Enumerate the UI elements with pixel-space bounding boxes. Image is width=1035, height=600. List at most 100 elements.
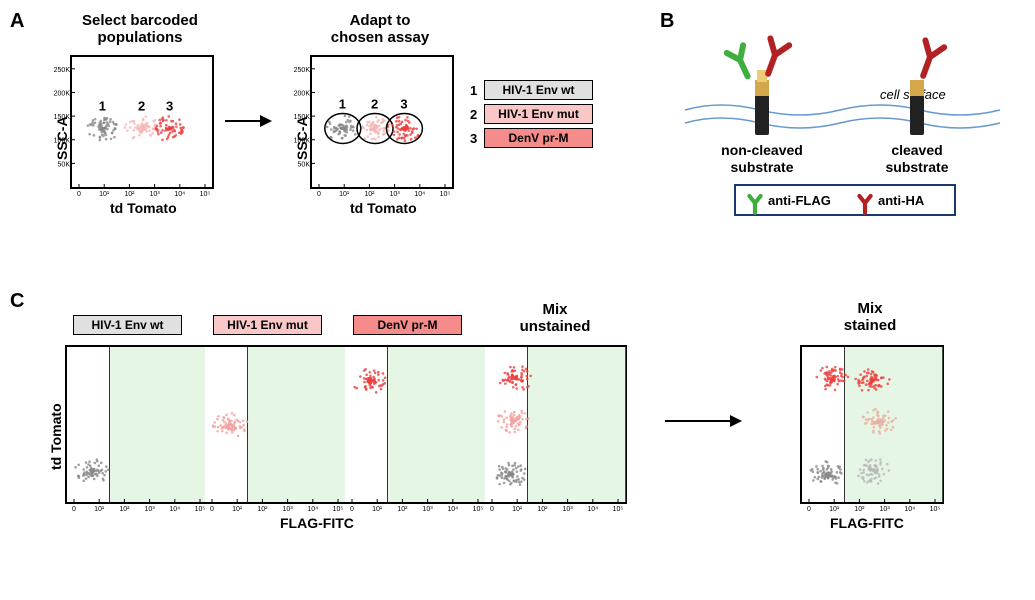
svg-text:2: 2 <box>371 97 378 112</box>
scatter-plot1: 50K100K150K200K250K010¹10²10³10⁴10⁵123 <box>72 57 212 187</box>
mix-stained-title: Mix stained <box>800 300 940 334</box>
svg-text:anti-FLAG: anti-FLAG <box>768 193 831 208</box>
svg-text:0: 0 <box>807 506 811 513</box>
svg-text:10⁴: 10⁴ <box>307 506 318 513</box>
svg-text:10³: 10³ <box>283 506 294 513</box>
subplot-frame: 010¹10²10³10⁴10⁵ <box>345 345 487 504</box>
panel-b-label: B <box>660 10 674 33</box>
subplot-scatter: 010¹10²10³10⁴10⁵ <box>205 347 345 502</box>
panel-a-plot1-title: Select barcoded populations <box>60 12 220 46</box>
svg-text:cleaved: cleaved <box>891 142 942 158</box>
svg-text:10¹: 10¹ <box>829 506 840 513</box>
panel-a-plot2: 50K100K150K200K250K010¹10²10³10⁴10⁵123 <box>310 55 454 189</box>
svg-text:10³: 10³ <box>145 506 156 513</box>
plot1-ylabel: SSC-A <box>54 116 70 160</box>
svg-text:200K: 200K <box>54 90 71 97</box>
arrow-c <box>665 420 740 422</box>
panel-a-plot1: 50K100K150K200K250K010¹10²10³10⁴10⁵123 <box>70 55 214 189</box>
svg-text:10²: 10² <box>124 191 135 198</box>
svg-text:anti-HA: anti-HA <box>878 193 925 208</box>
svg-text:3: 3 <box>166 99 173 114</box>
panel-a-label: A <box>10 10 24 33</box>
plot2-ylabel: SSC-A <box>294 116 310 160</box>
svg-text:10⁵: 10⁵ <box>473 506 484 513</box>
svg-text:10⁵: 10⁵ <box>333 506 344 513</box>
subplot-frame: 010¹10²10³10⁴10⁵ <box>205 345 347 504</box>
panelc-ylabel: td Tomato <box>48 403 64 470</box>
plot1-xlabel: td Tomato <box>110 200 177 216</box>
svg-text:10⁵: 10⁵ <box>440 191 451 198</box>
legend-item: 3DenV pr-M <box>470 128 593 148</box>
svg-text:250K: 250K <box>54 67 71 74</box>
plot2-xlabel: td Tomato <box>350 200 417 216</box>
svg-text:0: 0 <box>210 506 214 513</box>
mix-stained-svg: 010¹10²10³10⁴10⁵ <box>802 347 942 502</box>
arrow-a <box>225 120 270 122</box>
svg-text:10³: 10³ <box>423 506 434 513</box>
subplot-frame: 010¹10²10³10⁴10⁵ <box>65 345 209 504</box>
panel-c-label: C <box>10 290 24 313</box>
panelc-xlabel: FLAG-FITC <box>280 515 354 531</box>
svg-text:10¹: 10¹ <box>512 506 523 513</box>
mix-stained-plot: 010¹10²10³10⁴10⁵ <box>800 345 944 504</box>
svg-text:10⁴: 10⁴ <box>174 191 185 198</box>
svg-text:10²: 10² <box>364 191 375 198</box>
svg-text:0: 0 <box>72 506 76 513</box>
svg-text:substrate: substrate <box>885 159 948 175</box>
svg-text:10⁴: 10⁴ <box>169 506 180 513</box>
svg-text:10⁵: 10⁵ <box>195 506 206 513</box>
svg-text:10²: 10² <box>854 506 865 513</box>
svg-text:250K: 250K <box>294 67 311 74</box>
figure-root: A Select barcoded populations 50K100K150… <box>10 10 1025 590</box>
svg-text:0: 0 <box>490 506 494 513</box>
svg-text:10¹: 10¹ <box>99 191 110 198</box>
subplot-title: DenV pr-M <box>353 315 462 335</box>
svg-text:10³: 10³ <box>390 191 401 198</box>
svg-text:10¹: 10¹ <box>232 506 243 513</box>
svg-text:10²: 10² <box>257 506 268 513</box>
svg-text:1: 1 <box>339 97 346 112</box>
cell-diagram: cell surface non-cleaved substrate c <box>680 25 1010 225</box>
subplot-scatter: 010¹10²10³10⁴10⁵ <box>485 347 625 502</box>
svg-text:10⁴: 10⁴ <box>587 506 598 513</box>
subplot-title: HIV-1 Env wt <box>73 315 182 335</box>
mix-xlabel: FLAG-FITC <box>830 515 904 531</box>
svg-text:50K: 50K <box>58 161 71 168</box>
svg-text:10⁵: 10⁵ <box>613 506 624 513</box>
svg-text:1: 1 <box>99 99 106 114</box>
panel-a-plot2-title: Adapt to chosen assay <box>300 12 460 46</box>
svg-text:10¹: 10¹ <box>94 506 105 513</box>
svg-text:2: 2 <box>138 99 145 114</box>
svg-text:10⁴: 10⁴ <box>447 506 458 513</box>
svg-text:0: 0 <box>317 191 321 198</box>
panel-a-legend: 1HIV-1 Env wt 2HIV-1 Env mut 3DenV pr-M <box>470 80 593 152</box>
subplot-scatter: 010¹10²10³10⁴10⁵ <box>67 347 207 502</box>
svg-text:200K: 200K <box>294 90 311 97</box>
svg-text:10²: 10² <box>537 506 548 513</box>
svg-text:10⁴: 10⁴ <box>414 191 425 198</box>
subplot-frame: 010¹10²10³10⁴10⁵ <box>485 345 627 504</box>
svg-text:10¹: 10¹ <box>372 506 383 513</box>
svg-text:50K: 50K <box>298 161 311 168</box>
svg-text:10⁴: 10⁴ <box>904 506 915 513</box>
svg-text:substrate: substrate <box>730 159 793 175</box>
svg-text:10²: 10² <box>397 506 408 513</box>
svg-text:3: 3 <box>400 97 407 112</box>
legend-item: 2HIV-1 Env mut <box>470 104 593 124</box>
svg-text:10¹: 10¹ <box>339 191 350 198</box>
svg-text:10³: 10³ <box>150 191 161 198</box>
svg-text:10³: 10³ <box>880 506 891 513</box>
svg-text:non-cleaved: non-cleaved <box>721 142 803 158</box>
subplot-title: Mix unstained <box>485 301 625 335</box>
svg-text:10³: 10³ <box>563 506 574 513</box>
panel-b-diagram: cell surface non-cleaved substrate c <box>680 25 1010 225</box>
svg-text:10⁵: 10⁵ <box>930 506 941 513</box>
svg-text:10²: 10² <box>119 506 130 513</box>
svg-text:10⁵: 10⁵ <box>200 191 211 198</box>
subplot-scatter: 010¹10²10³10⁴10⁵ <box>345 347 485 502</box>
svg-text:0: 0 <box>350 506 354 513</box>
subplot-title: HIV-1 Env mut <box>213 315 322 335</box>
svg-text:0: 0 <box>77 191 81 198</box>
legend-item: 1HIV-1 Env wt <box>470 80 593 100</box>
scatter-plot2: 50K100K150K200K250K010¹10²10³10⁴10⁵123 <box>312 57 452 187</box>
